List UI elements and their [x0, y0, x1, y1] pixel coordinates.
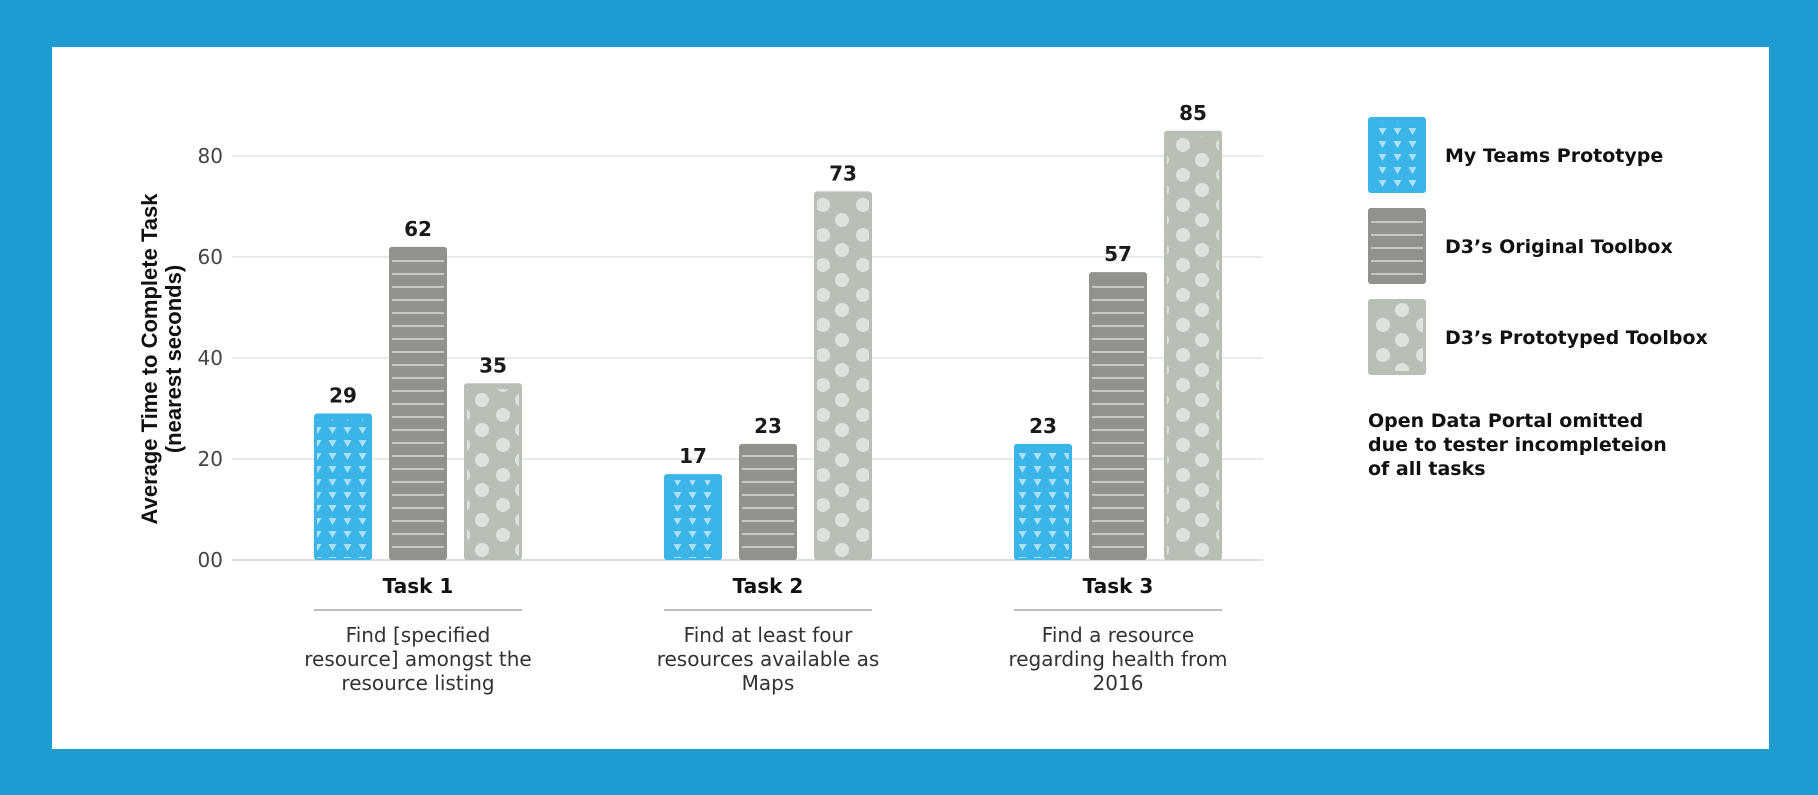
category-description-line: regarding health from: [1008, 647, 1227, 671]
x-tick-label: Task 3: [1083, 574, 1154, 598]
legend-label: D3’s Original Toolbox: [1445, 236, 1673, 258]
legend-swatch-pattern: [1371, 303, 1423, 371]
category-description-line: Maps: [742, 671, 795, 695]
note-line: of all tasks: [1368, 458, 1486, 480]
note-line: due to tester incompleteion: [1368, 434, 1667, 456]
bar-pattern: [1167, 136, 1219, 558]
bar-pattern: [317, 419, 369, 558]
legend-label: My Teams Prototype: [1445, 145, 1663, 167]
bar-pattern: [817, 197, 869, 558]
category-description-line: Find [specified: [346, 623, 491, 647]
bar-pattern: [1092, 278, 1144, 558]
legend-label: D3’s Prototyped Toolbox: [1445, 327, 1708, 349]
bar-pattern: [1017, 449, 1069, 558]
y-tick-label: 40: [198, 346, 223, 370]
data-label: 73: [829, 161, 857, 185]
category-description-line: resource listing: [341, 671, 494, 695]
data-label: 23: [754, 414, 782, 438]
bars: 29 62 35 17 23 73 23 57 85: [314, 101, 1222, 560]
bar-pattern: [467, 389, 519, 558]
data-label: 35: [479, 353, 507, 377]
data-label: 85: [1179, 101, 1207, 125]
note-line: Open Data Portal omitted: [1368, 410, 1643, 432]
legend: My Teams Prototype D3’s Original Toolbox D…: [1368, 117, 1708, 375]
data-label: 23: [1029, 414, 1057, 438]
category-description-line: resource] amongst the: [304, 647, 531, 671]
y-tick-label: 80: [198, 144, 223, 168]
legend-swatch-pattern: [1371, 212, 1423, 280]
data-label: 29: [329, 384, 357, 408]
x-tick-label: Task 1: [383, 574, 454, 598]
bar-pattern: [742, 449, 794, 558]
x-tick-label: Task 2: [733, 574, 804, 598]
y-axis-label-line: Average Time to Complete Task: [137, 193, 162, 525]
category-description-line: 2016: [1093, 671, 1144, 695]
y-tick-label: 20: [198, 447, 223, 471]
category-description-line: resources available as: [657, 647, 880, 671]
bar-pattern: [392, 252, 444, 558]
data-label: 17: [679, 444, 707, 468]
y-tick-label: 60: [198, 245, 223, 269]
data-label: 57: [1104, 242, 1132, 266]
category-description-line: Find at least four: [684, 623, 853, 647]
y-axis-label: Average Time to Complete Task (nearest se…: [137, 193, 186, 525]
y-axis-ticks: 00 20 40 60 80: [198, 144, 223, 572]
y-axis-label-line: (nearest seconds): [161, 265, 186, 453]
chart-panel: 00 20 40 60 80 Average Time to Complete Task…: [52, 47, 1769, 749]
y-tick-label: 00: [198, 548, 223, 572]
legend-swatch-pattern: [1371, 121, 1423, 189]
bar-chart: 00 20 40 60 80 Average Time to Complete Task…: [137, 101, 1708, 695]
data-label: 62: [404, 217, 432, 241]
bar-pattern: [667, 480, 719, 558]
category-description-line: Find a resource: [1042, 623, 1194, 647]
